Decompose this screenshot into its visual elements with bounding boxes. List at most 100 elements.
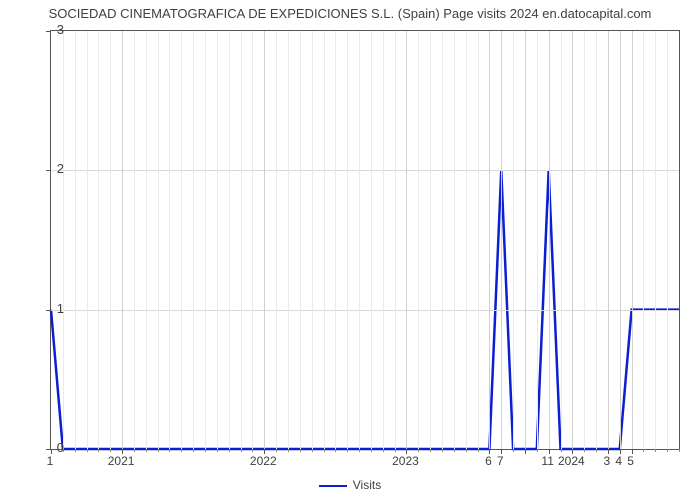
x-tick-minor: [383, 449, 384, 452]
gridline-v-minor: [442, 31, 443, 449]
gridline-v-major: [122, 31, 123, 449]
x-tick-minor: [454, 449, 455, 452]
gridline-v-minor: [181, 31, 182, 449]
legend: Visits: [0, 478, 700, 492]
gridline-v-minor: [347, 31, 348, 449]
gridline-v-minor: [478, 31, 479, 449]
gridline-v-minor: [513, 31, 514, 449]
x-axis-label: 4: [615, 454, 622, 468]
gridline-v-minor: [395, 31, 396, 449]
legend-label: Visits: [353, 478, 381, 492]
x-axis-label: 11: [541, 454, 553, 468]
gridline-v-minor: [75, 31, 76, 449]
gridline-v-minor: [584, 31, 585, 449]
x-tick-minor: [418, 449, 419, 452]
gridline-v-minor: [324, 31, 325, 449]
y-axis-label: 3: [24, 22, 64, 37]
gridline-v-minor: [158, 31, 159, 449]
legend-swatch: [319, 485, 347, 487]
x-tick-minor: [134, 449, 135, 452]
gridline-v-minor: [229, 31, 230, 449]
x-tick-minor: [146, 449, 147, 452]
gridline-v-minor: [193, 31, 194, 449]
x-tick-minor: [430, 449, 431, 452]
gridline-v-major: [406, 31, 407, 449]
gridline-v-minor: [63, 31, 64, 449]
x-tick-minor: [347, 449, 348, 452]
x-tick-minor: [335, 449, 336, 452]
gridline-v-major: [549, 31, 550, 449]
x-axis-label: 7: [497, 454, 504, 468]
x-tick-minor: [442, 449, 443, 452]
gridline-v-minor: [466, 31, 467, 449]
x-axis-label: 2023: [392, 454, 419, 468]
gridline-v-minor: [359, 31, 360, 449]
x-axis-label: 2021: [108, 454, 135, 468]
x-axis-label: 6: [485, 454, 492, 468]
gridline-v-major: [608, 31, 609, 449]
gridline-v-minor: [643, 31, 644, 449]
x-tick-minor: [229, 449, 230, 452]
gridline-v-minor: [98, 31, 99, 449]
gridline-v-minor: [418, 31, 419, 449]
x-tick-minor: [395, 449, 396, 452]
x-tick-minor: [300, 449, 301, 452]
x-tick-minor: [667, 449, 668, 452]
x-tick-minor: [241, 449, 242, 452]
gridline-v-minor: [383, 31, 384, 449]
x-tick-minor: [110, 449, 111, 452]
gridline-v-major: [489, 31, 490, 449]
y-axis-label: 2: [24, 161, 64, 176]
gridline-v-minor: [300, 31, 301, 449]
chart-title: SOCIEDAD CINEMATOGRAFICA DE EXPEDICIONES…: [0, 6, 700, 21]
x-tick-minor: [537, 449, 538, 452]
x-tick-minor: [513, 449, 514, 452]
gridline-v-minor: [288, 31, 289, 449]
gridline-v-minor: [430, 31, 431, 449]
gridline-v-minor: [454, 31, 455, 449]
x-axis-label: 3: [604, 454, 611, 468]
gridline-v-minor: [537, 31, 538, 449]
x-tick: [525, 449, 526, 454]
gridline-v-minor: [146, 31, 147, 449]
x-tick-minor: [596, 449, 597, 452]
gridline-v-minor: [241, 31, 242, 449]
x-tick-minor: [371, 449, 372, 452]
x-tick-minor: [252, 449, 253, 452]
x-tick-minor: [181, 449, 182, 452]
gridline-v-major: [632, 31, 633, 449]
gridline-v-minor: [596, 31, 597, 449]
x-tick-minor: [217, 449, 218, 452]
x-tick-minor: [205, 449, 206, 452]
x-tick-minor: [169, 449, 170, 452]
gridline-v-minor: [561, 31, 562, 449]
gridline-v-major: [525, 31, 526, 449]
y-axis-label: 1: [24, 301, 64, 316]
gridline-v-minor: [217, 31, 218, 449]
gridline-v-minor: [667, 31, 668, 449]
x-axis-label: 2022: [250, 454, 277, 468]
gridline-v-minor: [276, 31, 277, 449]
gridline-v-minor: [87, 31, 88, 449]
gridline-v-minor: [335, 31, 336, 449]
x-tick-minor: [679, 449, 680, 452]
x-tick-minor: [158, 449, 159, 452]
y-axis-label: 0: [24, 440, 64, 455]
plot-area: [50, 30, 680, 450]
x-tick-minor: [98, 449, 99, 452]
x-axis-label: 1: [47, 454, 54, 468]
x-axis-label: 5: [627, 454, 634, 468]
gridline-v-minor: [169, 31, 170, 449]
x-tick-minor: [359, 449, 360, 452]
gridline-v-minor: [312, 31, 313, 449]
x-tick-minor: [276, 449, 277, 452]
x-tick-minor: [655, 449, 656, 452]
x-tick-minor: [561, 449, 562, 452]
gridline-v-major: [501, 31, 502, 449]
gridline-v-minor: [655, 31, 656, 449]
gridline-v-minor: [252, 31, 253, 449]
x-tick-minor: [87, 449, 88, 452]
x-tick-minor: [643, 449, 644, 452]
x-tick-minor: [312, 449, 313, 452]
gridline-v-minor: [205, 31, 206, 449]
